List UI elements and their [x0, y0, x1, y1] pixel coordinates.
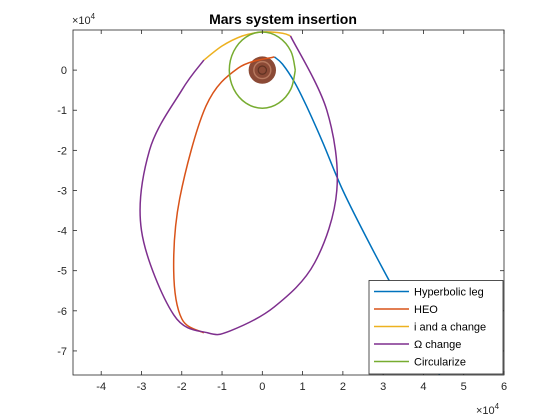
x-tick-label: 1	[300, 381, 306, 393]
y-tick-label: -6	[57, 306, 67, 318]
x-tick-label: 6	[501, 381, 507, 393]
series-line-change	[139, 35, 339, 336]
y-tick-label: 0	[61, 65, 67, 77]
x-tick-label: -1	[217, 381, 227, 393]
x-tick-label: 5	[461, 381, 467, 393]
y-tick-label: -4	[57, 226, 67, 238]
chart-title: Mars system insertion	[209, 11, 357, 27]
y-exponent-label: ×104	[72, 12, 96, 27]
y-tick-label: -3	[57, 185, 67, 197]
planet-mars	[248, 56, 277, 84]
y-tick-label: -5	[57, 266, 67, 278]
series-line-heo	[172, 56, 275, 334]
x-tick-label: -2	[177, 381, 187, 393]
x-tick-label: -3	[137, 381, 147, 393]
y-tick-label: -2	[57, 145, 67, 157]
plot-content	[139, 31, 441, 375]
axes: -4 -3 -2 -1 0 1 2 3 4 5 6 0 -1 -2 -3 -4 -5 -6 -7	[57, 29, 507, 393]
legend-label-heo: HEO	[414, 304, 438, 316]
legend-label-hyperbolic-leg: Hyperbolic leg	[414, 287, 484, 299]
x-tick-label: -4	[96, 381, 106, 393]
legend-label-i-and-a-change: i and a change	[414, 322, 486, 334]
y-tick-label: -7	[57, 346, 67, 358]
series-line-circularize	[228, 31, 297, 109]
x-tick-label: 4	[420, 381, 426, 393]
x-tick-label: 2	[340, 381, 346, 393]
plot-area	[139, 31, 441, 375]
legend-label-circularize: Circularize	[414, 357, 466, 369]
y-tick-label: -1	[57, 105, 67, 117]
planet-mars-core	[257, 65, 268, 75]
axes-box	[72, 29, 505, 376]
x-tick-label: 0	[259, 381, 265, 393]
planet-mars-band	[253, 60, 272, 80]
legend: Hyperbolic leg HEO i and a change Ω change C…	[368, 280, 504, 375]
legend-label-change: Ω change	[414, 339, 461, 351]
x-exponent-label: ×104	[476, 402, 500, 417]
x-tick-label: 3	[380, 381, 386, 393]
